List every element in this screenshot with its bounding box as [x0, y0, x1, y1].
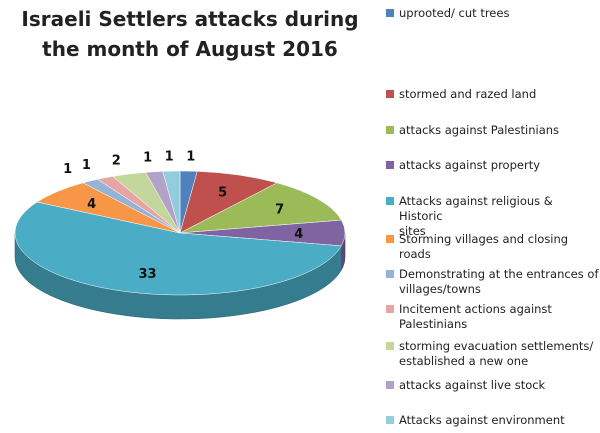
legend-swatch [386, 197, 394, 205]
data-label-uprooted-cut-trees: 1 [186, 150, 195, 165]
legend-label: uprooted/ cut trees [399, 6, 510, 20]
legend-label: stormed and razed land [399, 87, 537, 101]
legend-item-uprooted-cut-trees: uprooted/ cut trees [386, 6, 600, 21]
legend-swatch [386, 342, 394, 350]
legend-item-demonstrating-at-the-entrances-of-villages-towns: Demonstrating at the entrances of village… [386, 267, 600, 297]
legend-item-storming-villages-and-closing-roads: Storming villages and closing roads [386, 232, 600, 262]
legend-swatch [386, 161, 394, 169]
legend-swatch [386, 305, 394, 313]
data-label-attacks-against-religious-historic-sites: 33 [138, 267, 156, 282]
pie-slice-attacks-against-palestinians [179, 182, 342, 234]
legend-label: Incitement actions against Palestinians [399, 302, 552, 331]
legend-label: attacks against Palestinians [399, 123, 560, 137]
legend-swatch [386, 270, 394, 278]
data-label-attacks-against-live-stock: 1 [143, 151, 152, 166]
legend-item-incitement-actions-against-palestinians: Incitement actions against Palestinians [386, 302, 600, 332]
legend-item-attacks-against-religious-historic-sites: Attacks against religious & Historic site… [386, 194, 600, 239]
data-label-storming-villages-and-closing-roads: 4 [87, 197, 96, 212]
chart-legend: uprooted/ cut trees stormed and razed lan… [386, 0, 600, 433]
pie-slice-attacks-against-religious-historic-sites [14, 201, 342, 296]
data-label-demonstrating-at-the-entrances-of-villages-towns: 1 [63, 162, 72, 177]
data-label-stormed-and-razed-land: 5 [218, 185, 227, 200]
legend-label: attacks against live stock [399, 378, 546, 392]
legend-label: Storming villages and closing roads [399, 232, 569, 261]
legend-swatch [386, 416, 394, 424]
legend-item-attacks-against-environment: Attacks against environment [386, 413, 600, 428]
data-label-storming-evacuation-settlements-established-a-new-one: 2 [112, 153, 121, 168]
legend-item-stormed-and-razed-land: stormed and razed land [386, 87, 600, 102]
chart-title: Israeli Settlers attacks during the mont… [21, 7, 359, 61]
legend-swatch [386, 90, 394, 98]
pie-slice-stormed-and-razed-land [179, 171, 278, 234]
data-label-incitement-actions-against-palestinians: 1 [82, 158, 91, 173]
legend-item-storming-evacuation-settlements-established-a-new-one: storming evacuation settlements/establis… [386, 339, 600, 369]
legend-swatch [386, 235, 394, 243]
legend-label: Attacks against religious & Historic site… [399, 194, 553, 238]
legend-item-attacks-against-live-stock: attacks against live stock [386, 378, 600, 393]
legend-label: Demonstrating at the entrances of village… [399, 267, 599, 296]
legend-item-attacks-against-property: attacks against property [386, 158, 600, 173]
data-label-attacks-against-palestinians: 7 [275, 203, 284, 218]
legend-label: attacks against property [399, 158, 541, 172]
legend-label: Attacks against environment [399, 413, 565, 427]
legend-swatch [386, 381, 394, 389]
pie-slice-attacks-against-environment [162, 170, 181, 234]
data-label-attacks-against-property: 4 [294, 227, 303, 242]
legend-label: storming evacuation settlements/establis… [399, 339, 594, 368]
legend-swatch [386, 126, 394, 134]
legend-swatch [386, 9, 394, 17]
legend-item-attacks-against-palestinians: attacks against Palestinians [386, 123, 600, 138]
data-label-attacks-against-environment: 1 [165, 150, 174, 165]
